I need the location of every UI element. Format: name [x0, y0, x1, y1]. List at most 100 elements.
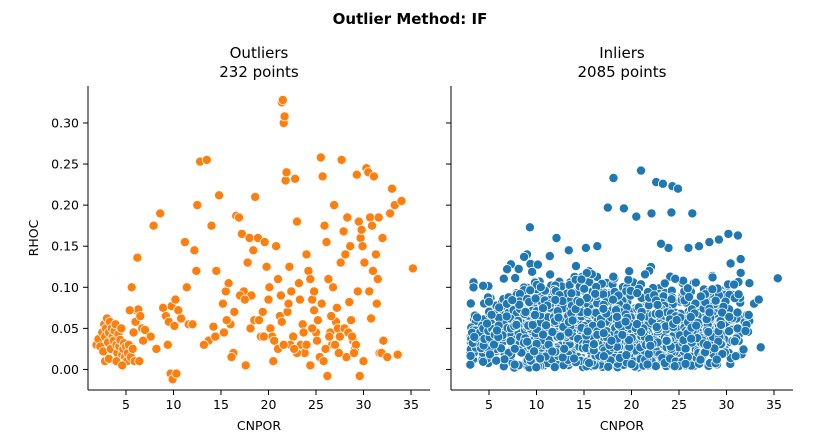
data-point	[656, 238, 667, 249]
data-point	[702, 340, 713, 351]
x-tick-label: 25	[671, 397, 687, 412]
data-point	[239, 294, 250, 305]
data-point	[659, 278, 670, 289]
data-point	[340, 249, 351, 260]
data-point	[366, 220, 377, 231]
data-point	[268, 356, 279, 367]
data-point	[356, 224, 367, 235]
x-tick-label: 5	[122, 397, 130, 412]
data-point	[544, 251, 555, 262]
data-point	[275, 290, 286, 301]
data-point	[348, 347, 359, 358]
data-point	[733, 289, 744, 300]
data-point	[309, 286, 320, 297]
data-point	[301, 249, 312, 260]
data-point	[176, 313, 187, 324]
data-point	[527, 319, 538, 330]
x-tick-label: 20	[624, 397, 640, 412]
data-point	[703, 326, 714, 337]
data-point	[311, 335, 322, 346]
data-point	[606, 335, 617, 346]
data-point	[684, 291, 695, 302]
data-point	[135, 311, 146, 322]
data-point	[682, 283, 693, 294]
data-point	[686, 333, 697, 344]
data-point	[291, 216, 302, 227]
data-point	[407, 263, 418, 274]
data-point	[732, 307, 743, 318]
data-point	[529, 346, 540, 357]
data-point	[351, 169, 362, 180]
data-point	[245, 323, 256, 334]
data-point	[365, 212, 376, 223]
data-point	[206, 220, 217, 231]
data-point	[724, 326, 735, 337]
data-point	[527, 266, 538, 277]
data-point	[294, 294, 305, 305]
x-axis-label: CNPOR	[237, 418, 281, 433]
data-point	[685, 312, 696, 323]
data-point	[223, 278, 234, 289]
data-point	[289, 343, 300, 354]
data-point	[666, 207, 677, 218]
data-point	[117, 360, 128, 371]
data-point	[582, 326, 593, 337]
data-point	[305, 274, 316, 285]
data-point	[271, 241, 282, 252]
data-point	[368, 171, 379, 182]
data-point	[283, 298, 294, 309]
data-point	[357, 241, 368, 252]
data-point	[333, 347, 344, 358]
data-point	[744, 278, 755, 289]
data-point	[511, 319, 522, 330]
data-point	[588, 339, 599, 350]
data-point	[290, 173, 301, 184]
data-point	[198, 339, 209, 350]
data-point	[713, 234, 724, 245]
data-point	[303, 265, 314, 276]
panel-title-line2: 2085 points	[577, 63, 666, 81]
data-point	[312, 315, 323, 326]
data-point	[642, 359, 653, 370]
data-point	[187, 319, 198, 330]
data-point	[657, 178, 668, 189]
data-point	[284, 261, 295, 272]
data-point	[138, 335, 149, 346]
x-tick-label: 15	[576, 397, 592, 412]
data-point	[309, 305, 320, 316]
data-point	[307, 294, 318, 305]
data-point	[334, 331, 345, 342]
data-point	[626, 359, 637, 370]
data-point	[169, 320, 180, 331]
data-point	[501, 311, 512, 322]
data-point	[345, 241, 356, 252]
data-point	[377, 232, 388, 243]
data-point	[743, 309, 754, 320]
data-point	[525, 285, 536, 296]
data-point	[263, 294, 274, 305]
data-point	[465, 298, 476, 309]
data-point	[342, 212, 353, 223]
data-point	[519, 251, 530, 262]
data-point	[695, 291, 706, 302]
data-point	[530, 309, 541, 320]
scatter-points	[91, 95, 418, 385]
data-point	[478, 356, 489, 367]
data-point	[264, 282, 275, 293]
data-point	[344, 297, 355, 308]
data-point	[730, 351, 741, 362]
data-point	[278, 339, 289, 350]
data-point	[305, 360, 316, 371]
data-point	[596, 319, 607, 330]
data-point	[772, 273, 783, 284]
data-point	[499, 354, 510, 365]
y-axis-label: RHOC	[26, 219, 41, 256]
data-point	[579, 283, 590, 294]
data-point	[328, 282, 339, 293]
data-point	[218, 327, 229, 338]
panel-title-line1: Inliers	[599, 44, 645, 62]
data-point	[259, 237, 270, 248]
data-point	[576, 274, 587, 285]
data-point	[486, 309, 497, 320]
data-point	[618, 203, 629, 214]
